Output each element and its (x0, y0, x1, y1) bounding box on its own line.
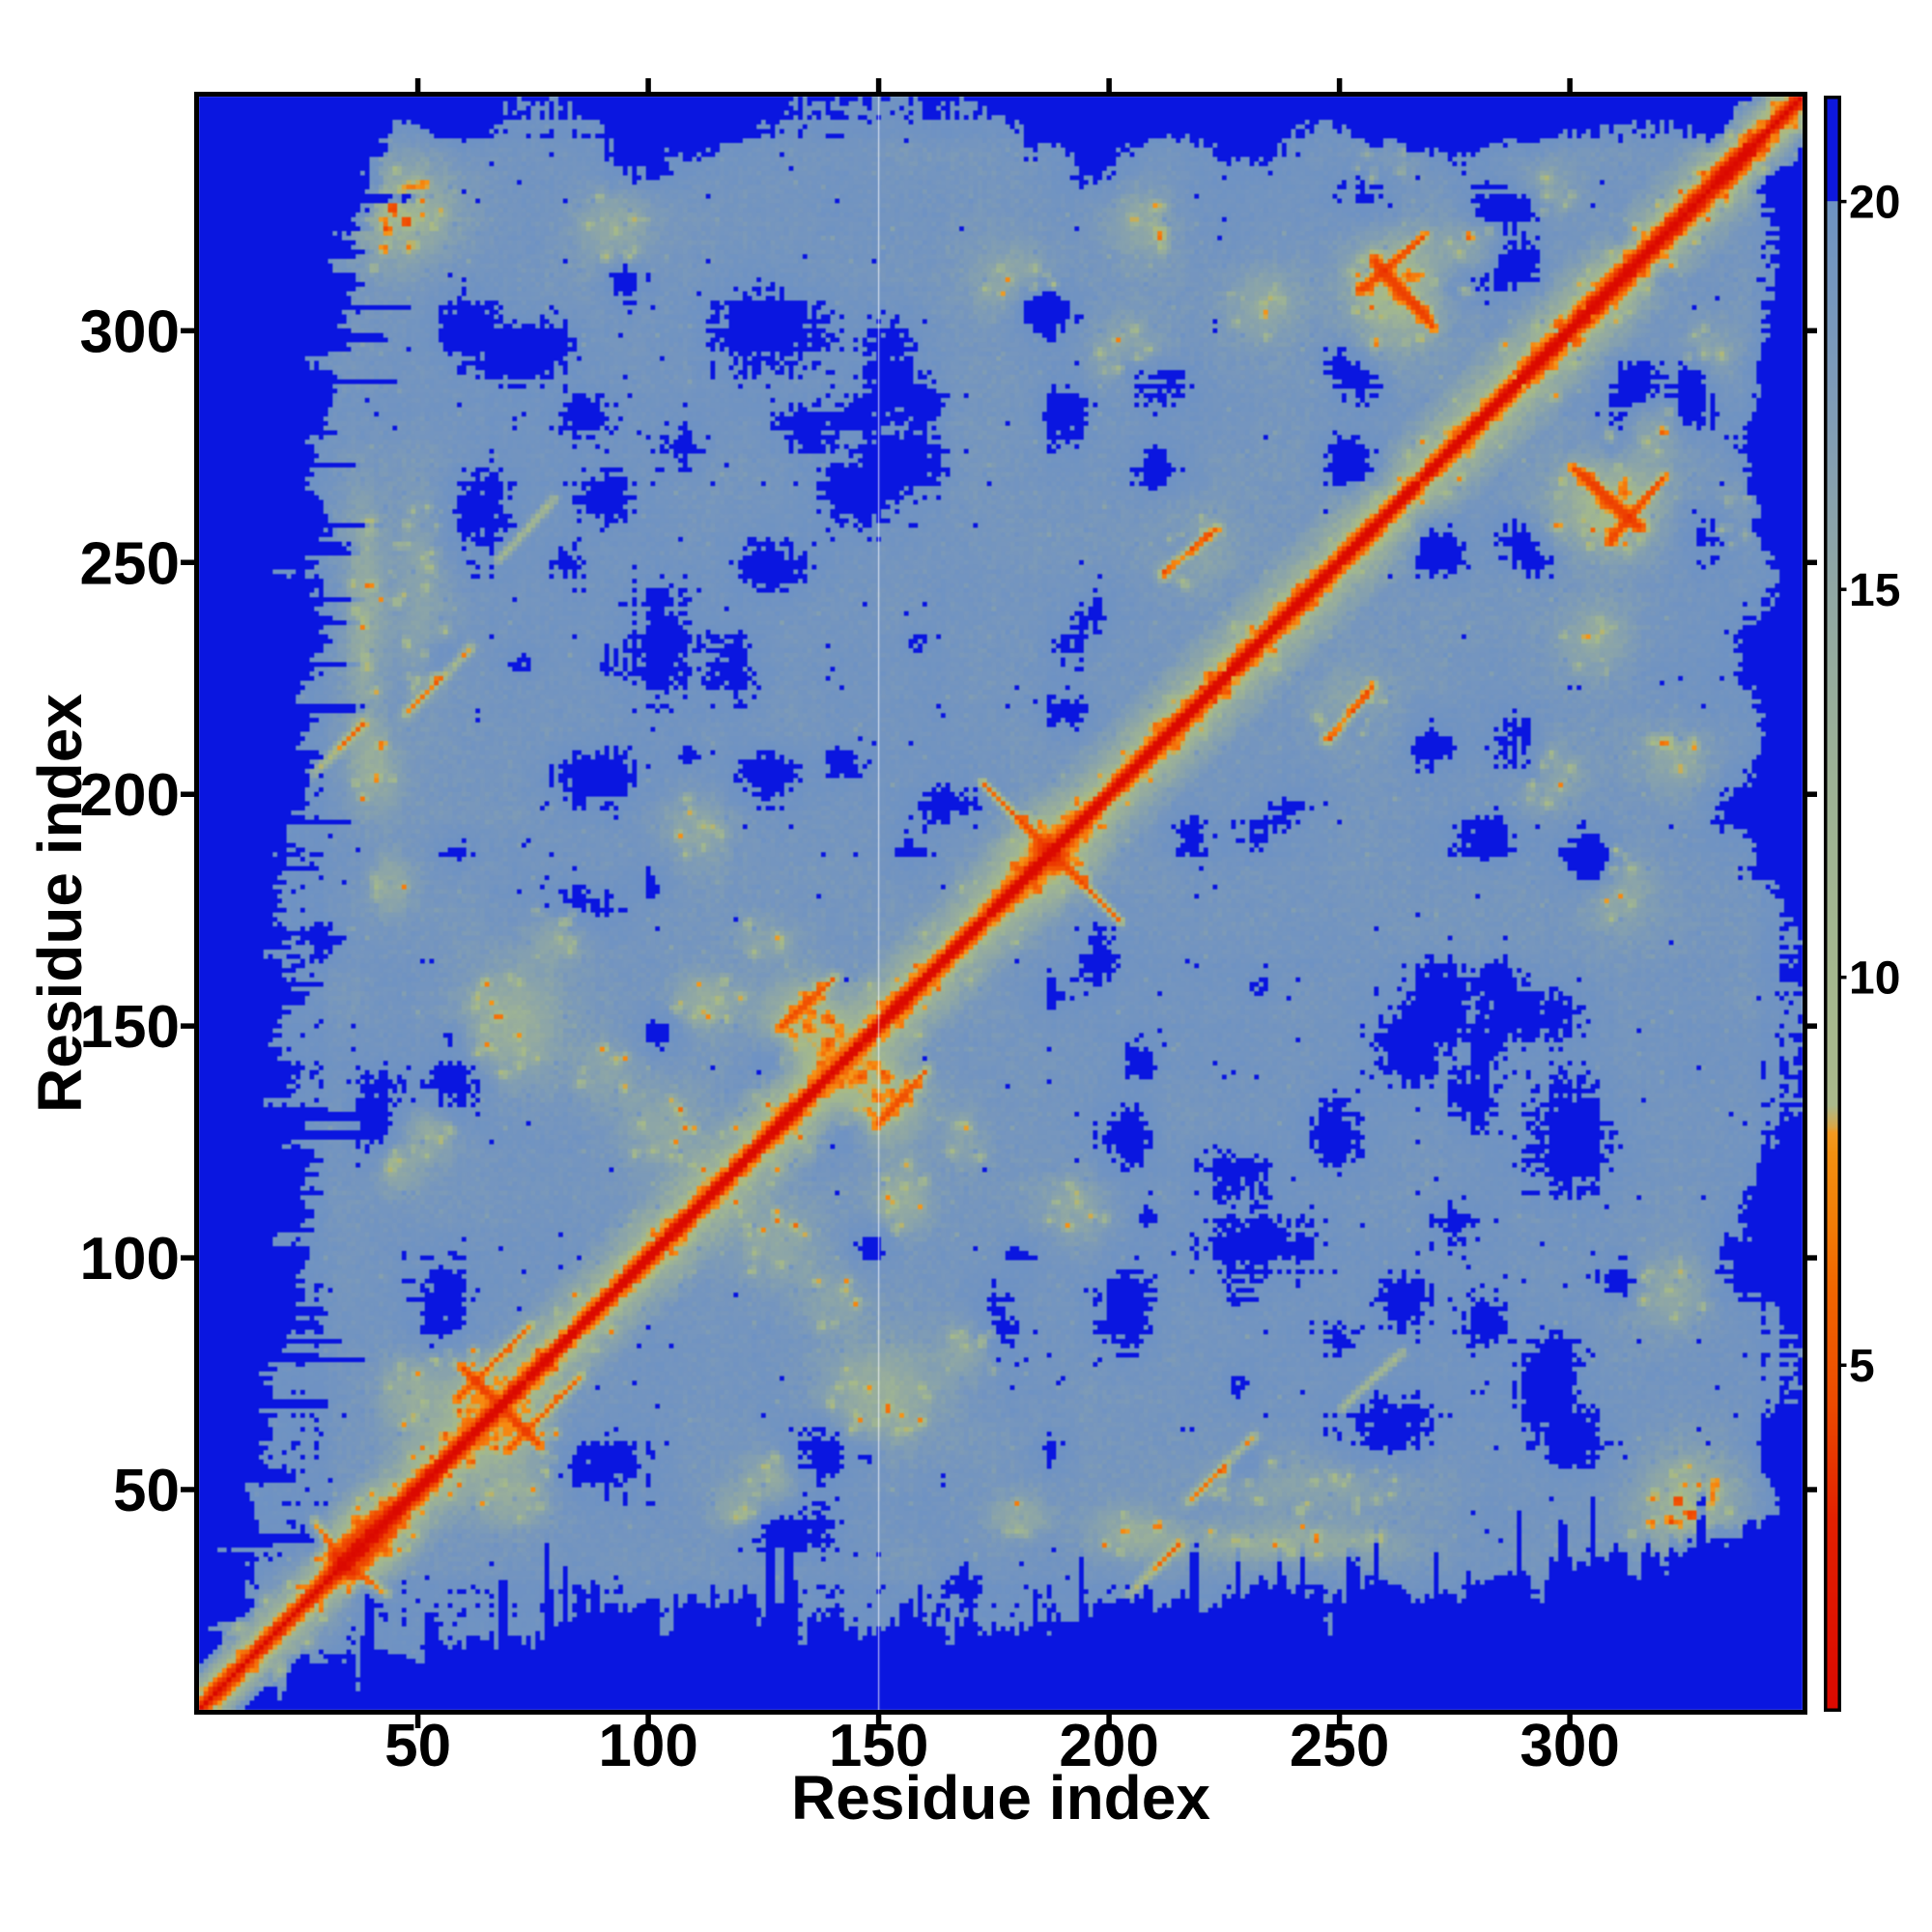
svg-text:50: 50 (113, 1458, 180, 1524)
svg-text:Residue index: Residue index (25, 694, 95, 1113)
svg-text:50: 50 (384, 1713, 451, 1779)
svg-text:100: 100 (598, 1713, 697, 1779)
svg-text:10: 10 (1849, 953, 1900, 1005)
svg-text:100: 100 (80, 1226, 180, 1293)
svg-text:150: 150 (80, 994, 180, 1061)
svg-text:15: 15 (1849, 565, 1900, 616)
svg-text:20: 20 (1849, 178, 1900, 229)
svg-text:250: 250 (80, 530, 180, 597)
svg-text:200: 200 (1059, 1713, 1158, 1779)
svg-text:Residue index: Residue index (791, 1763, 1210, 1833)
svg-text:5: 5 (1849, 1341, 1875, 1392)
svg-text:300: 300 (1520, 1713, 1619, 1779)
svg-text:200: 200 (80, 762, 180, 829)
svg-text:150: 150 (829, 1713, 928, 1779)
svg-text:300: 300 (80, 298, 180, 365)
svg-text:250: 250 (1290, 1713, 1389, 1779)
